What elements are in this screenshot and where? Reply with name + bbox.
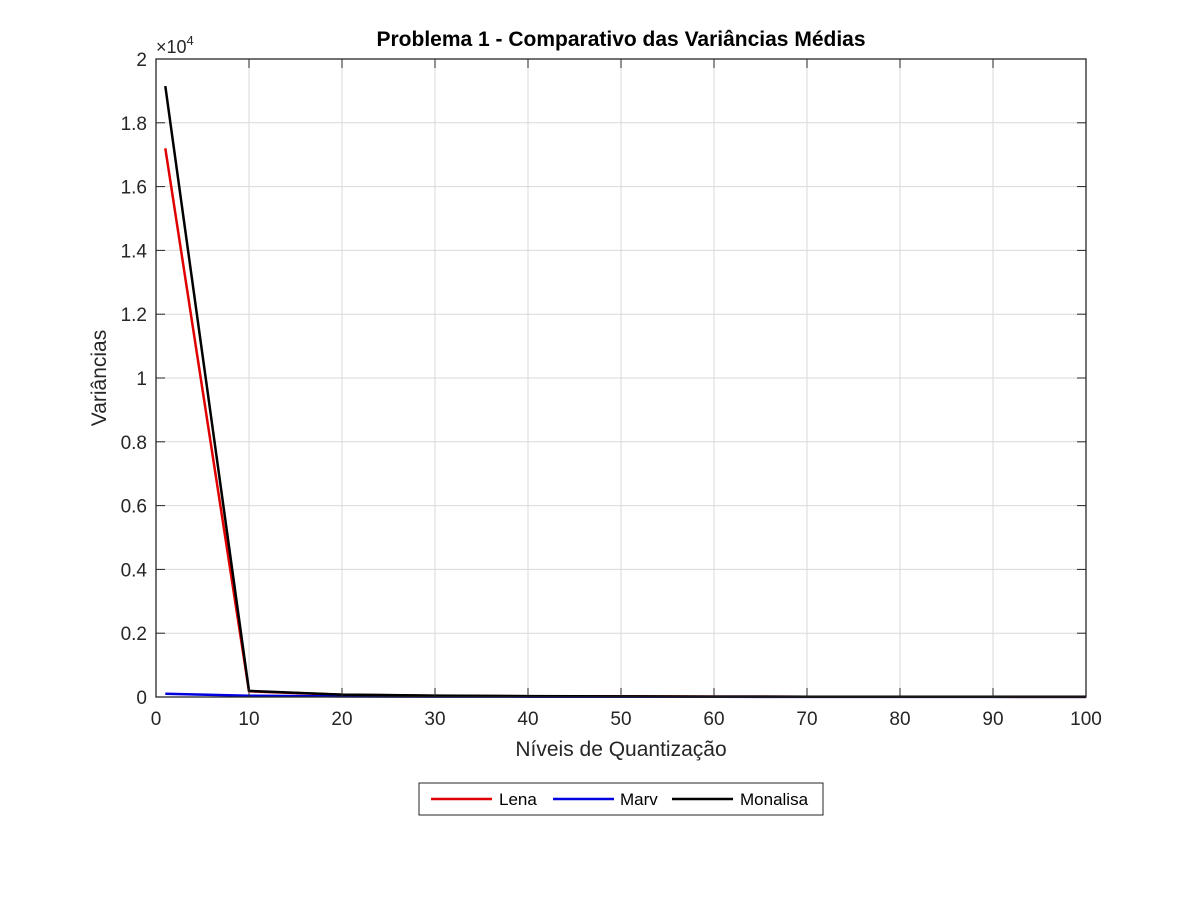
y-tick-label: 0.6 [121, 497, 147, 518]
x-axis-label: Níveis de Quantização [515, 738, 726, 761]
y-tick-label: 0.8 [121, 433, 147, 454]
x-tick-label: 30 [424, 709, 445, 730]
x-tick-labels: 0 10 20 30 40 50 60 70 80 90 100 [151, 709, 1102, 730]
legend: Lena Marv Monalisa [418, 782, 824, 816]
legend-label-lena: Lena [499, 790, 537, 809]
x-tick-label: 90 [982, 709, 1003, 730]
y-tick-label: 1.6 [121, 178, 147, 199]
y-tick-label: 0.4 [121, 560, 148, 581]
chart-title: Problema 1 - Comparativo das Variâncias … [376, 28, 865, 51]
grid [156, 59, 1086, 697]
y-tick-label: 0 [136, 688, 147, 709]
x-tick-label: 0 [151, 709, 162, 730]
y-tick-label: 0.2 [121, 624, 147, 645]
x-tick-label: 20 [331, 709, 352, 730]
x-tick-label: 60 [703, 709, 724, 730]
y-tick-labels: 0 0.2 0.4 0.6 0.8 1 1.2 1.4 1.6 1.8 2 [121, 50, 148, 709]
y-exponent-label: ×104 [156, 33, 194, 57]
y-tick-label: 1.4 [121, 241, 148, 262]
y-tick-label: 1.2 [121, 305, 147, 326]
x-tick-label: 100 [1070, 709, 1102, 730]
x-tick-label: 10 [238, 709, 259, 730]
x-tick-label: 50 [610, 709, 631, 730]
x-tick-label: 40 [517, 709, 538, 730]
y-axis-label: Variâncias [88, 330, 111, 427]
y-tick-label: 2 [136, 50, 147, 71]
x-tick-label: 80 [889, 709, 910, 730]
y-tick-label: 1.8 [121, 114, 147, 135]
x-tick-label: 70 [796, 709, 817, 730]
ticks [155, 58, 1087, 698]
legend-label-marv: Marv [620, 790, 658, 809]
y-tick-label: 1 [136, 369, 147, 390]
legend-label-monalisa: Monalisa [740, 790, 809, 809]
